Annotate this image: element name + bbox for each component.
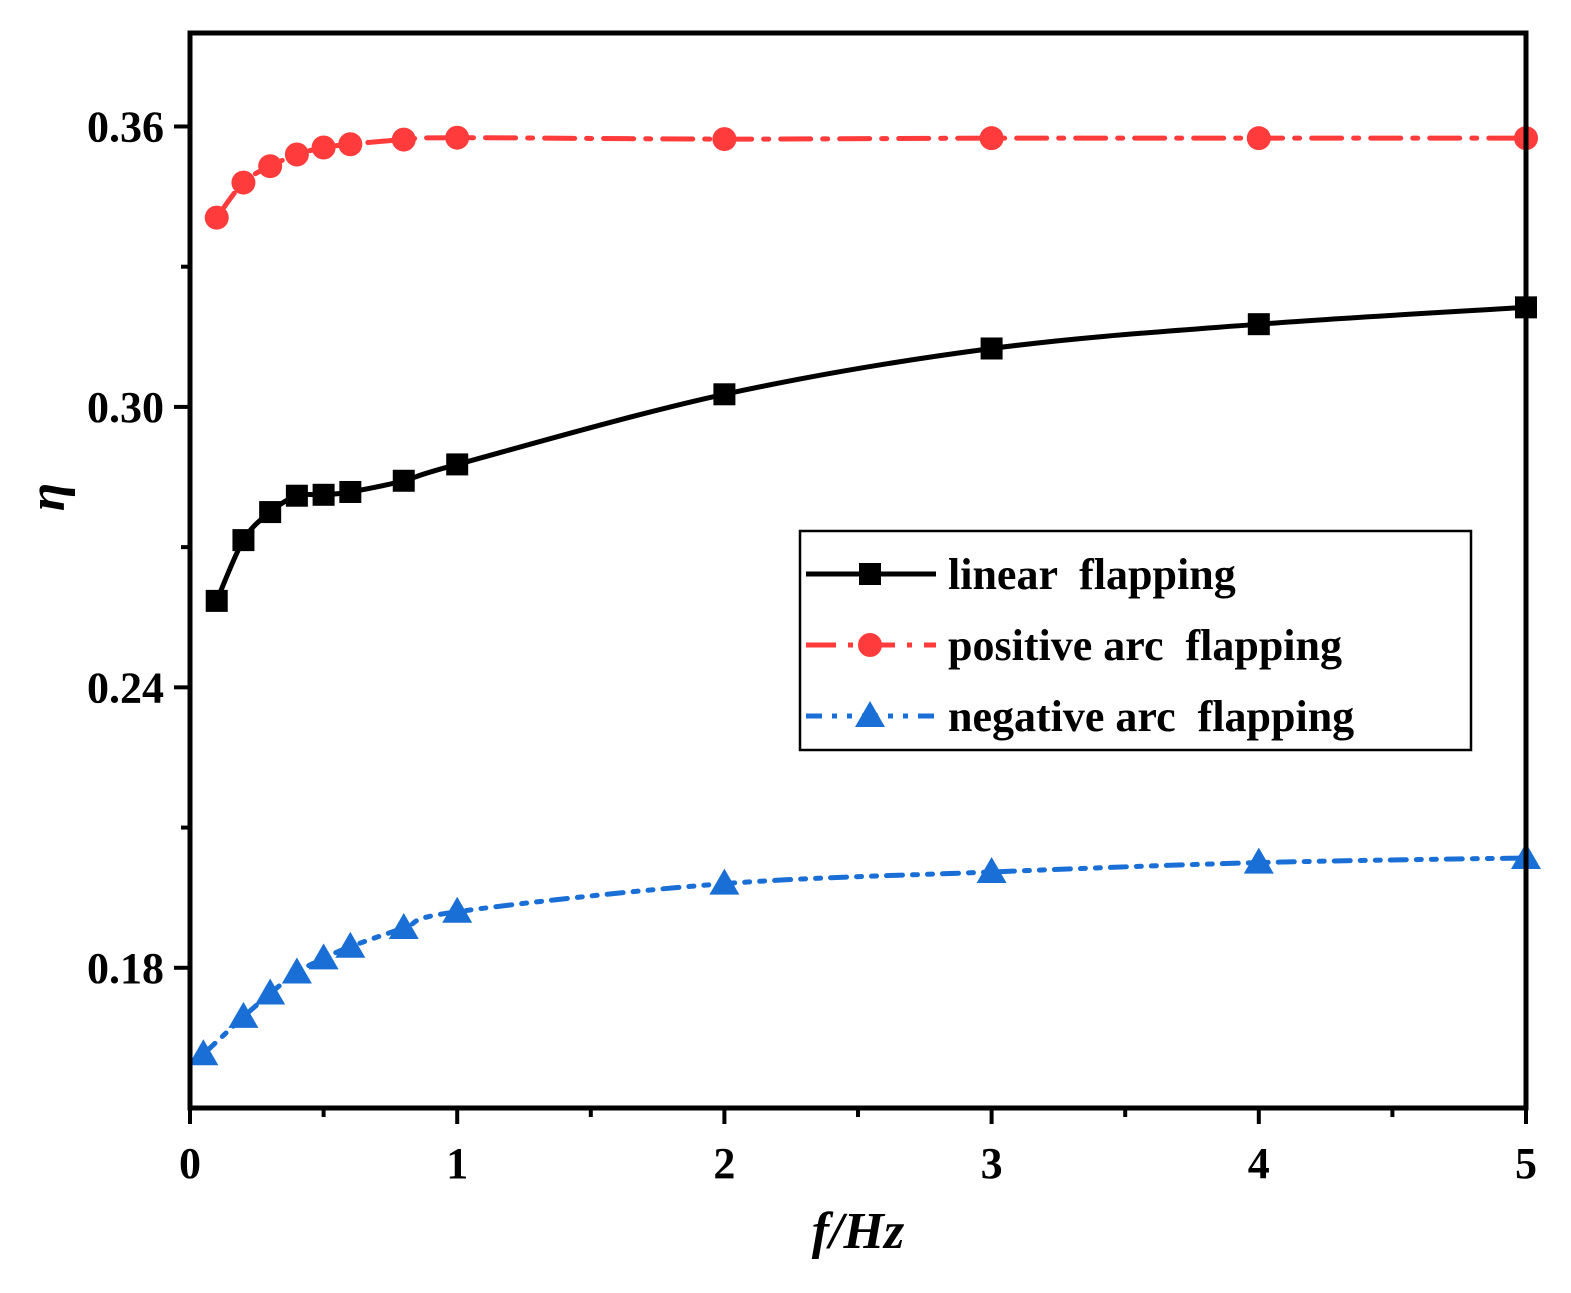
data-point xyxy=(228,1001,259,1028)
axes-layer: 0 1 2 3 4 5 0.18 0.24 0.30 0.36 xyxy=(87,102,1537,1188)
data-point xyxy=(446,453,469,476)
plot-frame xyxy=(187,30,1529,1111)
data-point xyxy=(231,170,256,195)
y-tick-label: 0.24 xyxy=(87,663,164,712)
data-point xyxy=(204,205,229,230)
y-axis-title: η xyxy=(19,483,76,512)
series-layer xyxy=(188,125,1541,1066)
data-point xyxy=(188,1039,219,1066)
legend-label: negative arc flapping xyxy=(948,692,1354,741)
series-circle xyxy=(204,125,1538,230)
data-point xyxy=(312,483,335,506)
legend-marker xyxy=(859,563,881,585)
legend-label: positive arc flapping xyxy=(948,621,1342,670)
data-point xyxy=(335,931,366,958)
x-tick-label: 0 xyxy=(179,1139,201,1188)
x-tick-label: 2 xyxy=(713,1139,735,1188)
legend-entry: negative arc flapping xyxy=(806,692,1354,741)
data-point xyxy=(712,127,737,152)
data-point xyxy=(980,337,1003,360)
data-point xyxy=(338,132,363,157)
data-point xyxy=(442,896,473,923)
y-tick-label: 0.36 xyxy=(87,102,164,151)
y-tick-label: 0.30 xyxy=(87,383,164,432)
legend-entry: linear flapping xyxy=(806,550,1236,599)
data-point xyxy=(1247,313,1270,336)
data-point xyxy=(709,868,740,895)
data-point xyxy=(976,856,1007,883)
data-point xyxy=(392,469,415,492)
data-point xyxy=(285,484,308,507)
legend-entry: positive arc flapping xyxy=(806,621,1342,670)
series-line xyxy=(200,855,1529,1057)
data-point xyxy=(255,978,286,1005)
legend-marker xyxy=(858,633,882,657)
x-axis-title: f/Hz xyxy=(812,1203,905,1260)
data-point xyxy=(979,126,1004,151)
data-point xyxy=(281,957,312,984)
data-point xyxy=(232,529,255,552)
legend-box xyxy=(798,529,1473,752)
x-tick-label: 4 xyxy=(1248,1139,1270,1188)
data-point xyxy=(308,943,339,970)
series-square xyxy=(205,296,1537,612)
data-point xyxy=(1246,126,1271,151)
data-point xyxy=(388,913,419,940)
data-point xyxy=(311,135,336,160)
x-tick-label: 5 xyxy=(1515,1139,1537,1188)
data-point xyxy=(391,127,416,152)
data-point xyxy=(339,480,362,503)
data-point xyxy=(713,383,736,406)
data-point xyxy=(1243,847,1274,874)
legend-label: linear flapping xyxy=(948,550,1236,599)
legend: linear flapping positive arc flapping nega… xyxy=(798,529,1473,752)
data-point xyxy=(445,125,470,150)
x-tick-label: 1 xyxy=(446,1139,468,1188)
data-point xyxy=(205,589,228,612)
y-tick-label: 0.18 xyxy=(87,944,164,993)
data-point xyxy=(284,142,309,167)
data-point xyxy=(258,154,283,179)
data-point xyxy=(259,501,282,524)
legend-marker xyxy=(855,701,885,727)
x-tick-label: 3 xyxy=(981,1139,1003,1188)
